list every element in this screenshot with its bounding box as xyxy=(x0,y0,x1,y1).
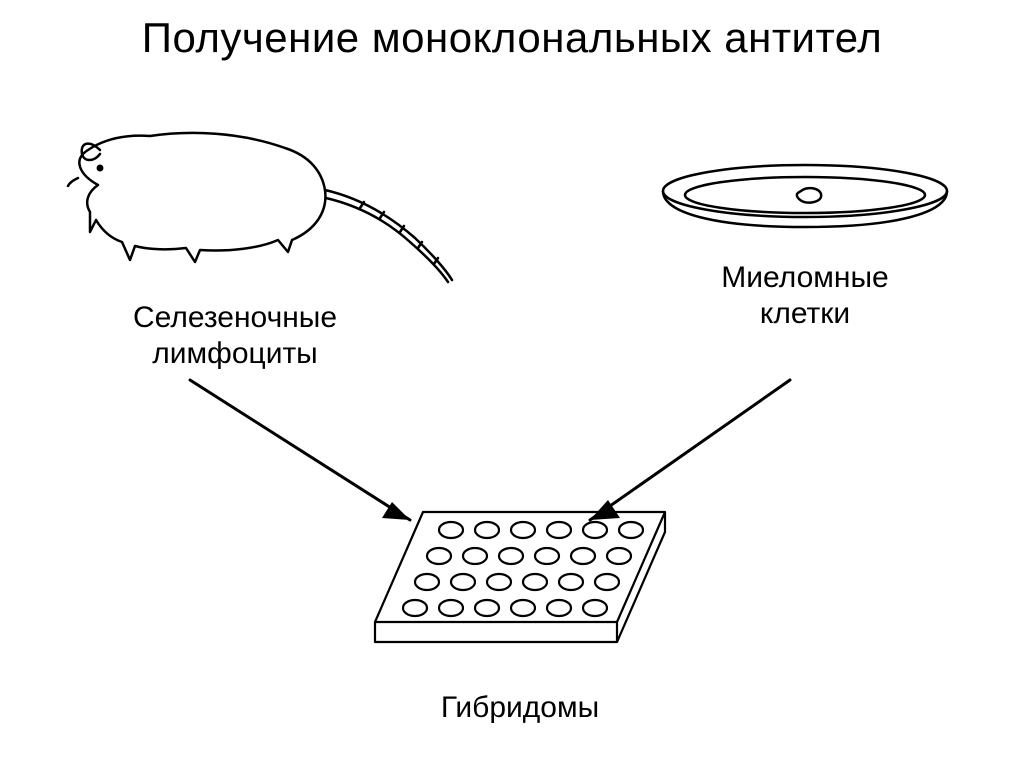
left-label: Селезеночные лимфоциты xyxy=(70,300,400,372)
petri-dish-illustration xyxy=(655,155,955,245)
mouse-illustration xyxy=(60,120,460,300)
right-label-line2: клетки xyxy=(760,297,850,330)
diagram-title: Получение моноклональных антител xyxy=(0,14,1024,62)
right-label-line1: Миеломные xyxy=(721,261,888,294)
well-plate-illustration xyxy=(365,500,675,670)
diagram-canvas: Получение моноклональных антител xyxy=(0,0,1024,768)
left-label-line1: Селезеночные xyxy=(133,301,337,334)
bottom-label: Гибридомы xyxy=(360,690,680,726)
right-label: Миеломные клетки xyxy=(640,260,970,332)
left-label-line2: лимфоциты xyxy=(152,337,318,370)
